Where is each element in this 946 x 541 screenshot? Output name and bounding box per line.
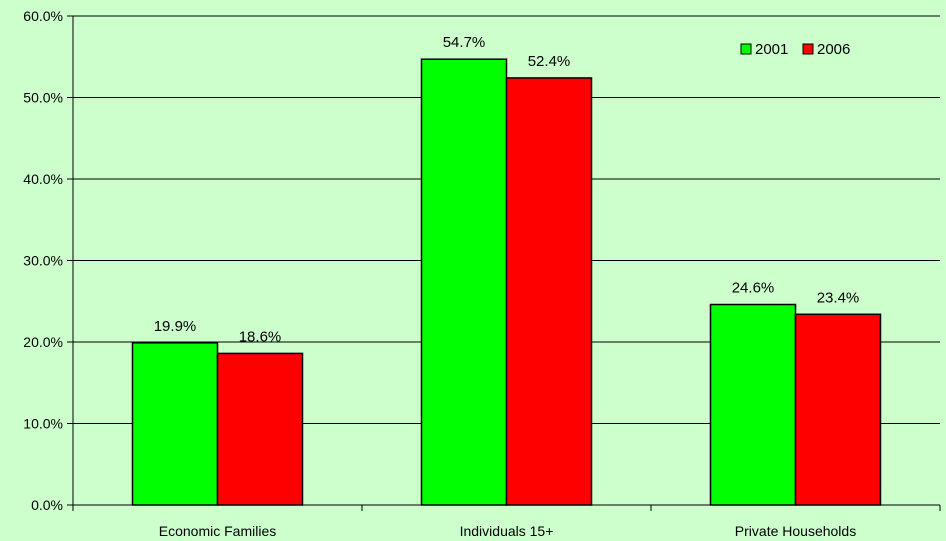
y-tick-label: 50.0% xyxy=(23,90,63,106)
bar-2001-0 xyxy=(131,342,219,506)
data-label: 54.7% xyxy=(443,34,486,51)
bar-2001-2 xyxy=(709,303,797,506)
data-label: 52.4% xyxy=(528,53,571,70)
data-label: 19.9% xyxy=(154,318,197,335)
y-tick-label: 0.0% xyxy=(31,497,63,513)
bars xyxy=(131,58,882,506)
legend-label: 2006 xyxy=(817,41,850,58)
y-tick-label: 20.0% xyxy=(23,334,63,350)
x-tick-label: Individuals 15+ xyxy=(460,523,554,539)
bar-2001-1 xyxy=(420,58,508,506)
y-tick-label: 40.0% xyxy=(23,171,63,187)
legend-swatch xyxy=(802,43,814,55)
data-label: 18.6% xyxy=(239,328,282,345)
y-tick-label: 30.0% xyxy=(23,253,63,269)
y-tick-label: 60.0% xyxy=(23,8,63,24)
x-tick-label: Private Households xyxy=(735,523,856,539)
bar-2006-2 xyxy=(794,313,882,506)
data-label: 24.6% xyxy=(732,280,775,297)
data-label: 23.4% xyxy=(817,289,860,306)
legend-label: 2001 xyxy=(755,41,788,58)
legend-swatch xyxy=(740,43,752,55)
data-labels: 19.9% 54.7% 24.6% 18.6% 52.4% 23.4% xyxy=(154,34,860,345)
y-tick-label: 10.0% xyxy=(23,416,63,432)
bar-2006-0 xyxy=(216,352,304,506)
x-tick-label: Economic Families xyxy=(159,523,276,539)
legend: 2001 2006 xyxy=(740,41,850,58)
bar-2006-1 xyxy=(505,77,593,506)
axes: 0.0% 10.0% 20.0% 30.0% 40.0% 50.0% 60.0% Econom… xyxy=(23,8,941,539)
